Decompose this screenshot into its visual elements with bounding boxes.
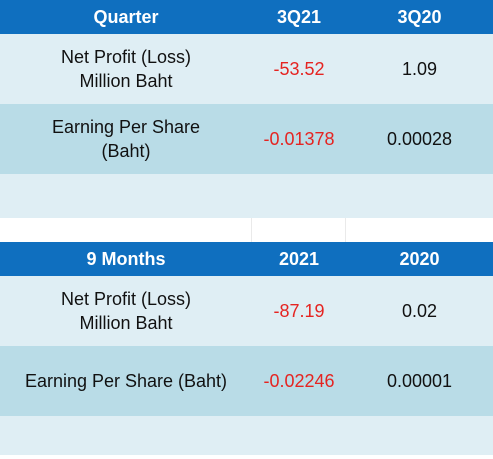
eps-label-line2: (Baht)	[101, 141, 151, 161]
eps-label: Earning Per Share (Baht)	[24, 371, 228, 391]
nine-month-net-profit-row: Net Profit (Loss) Million Baht -87.19 0.…	[0, 276, 493, 346]
nine-month-empty-row	[0, 416, 493, 455]
net-profit-label: Net Profit (Loss) Million Baht	[0, 276, 252, 346]
eps-2020: 0.00001	[386, 371, 453, 391]
header-3q20: 3Q20	[397, 7, 442, 27]
header-2021: 2021	[278, 249, 320, 269]
quarter-results-table: Quarter 3Q21 3Q20 Net Profit (Loss) Mill…	[0, 0, 493, 218]
quarter-empty-row	[0, 174, 493, 218]
eps-3q20: 0.00028	[386, 129, 453, 149]
quarter-net-profit-row: Net Profit (Loss) Million Baht -53.52 1.…	[0, 34, 493, 104]
eps-label: Earning Per Share (Baht)	[0, 104, 252, 174]
gap-cell	[346, 218, 493, 242]
gap-cell	[252, 218, 346, 242]
net-profit-2021: -87.19	[273, 301, 325, 321]
nine-month-eps-row: Earning Per Share (Baht) -0.02246 0.0000…	[0, 346, 493, 416]
net-profit-label-line1: Net Profit (Loss)	[60, 47, 192, 67]
net-profit-3q21: -53.52	[273, 59, 325, 79]
header-9-months: 9 Months	[86, 249, 166, 269]
eps-3q21: -0.01378	[263, 129, 335, 149]
header-2020: 2020	[399, 249, 440, 269]
net-profit-label-line2: Million Baht	[79, 313, 173, 333]
net-profit-label-line2: Million Baht	[79, 71, 173, 91]
nine-month-results-table: 9 Months 2021 2020 Net Profit (Loss) Mil…	[0, 242, 493, 455]
header-quarter: Quarter	[93, 7, 159, 27]
table-gap	[0, 218, 493, 242]
header-3q21: 3Q21	[276, 7, 322, 27]
net-profit-3q20: 1.09	[401, 59, 438, 79]
net-profit-label-line1: Net Profit (Loss)	[60, 289, 192, 309]
eps-2021: -0.02246	[263, 371, 335, 391]
nine-month-header-row: 9 Months 2021 2020	[0, 242, 493, 276]
gap-cell	[0, 218, 252, 242]
quarter-eps-row: Earning Per Share (Baht) -0.01378 0.0002…	[0, 104, 493, 174]
net-profit-label: Net Profit (Loss) Million Baht	[0, 34, 252, 104]
eps-label-line1: Earning Per Share	[51, 117, 201, 137]
net-profit-2020: 0.02	[401, 301, 438, 321]
quarter-header-row: Quarter 3Q21 3Q20	[0, 0, 493, 34]
